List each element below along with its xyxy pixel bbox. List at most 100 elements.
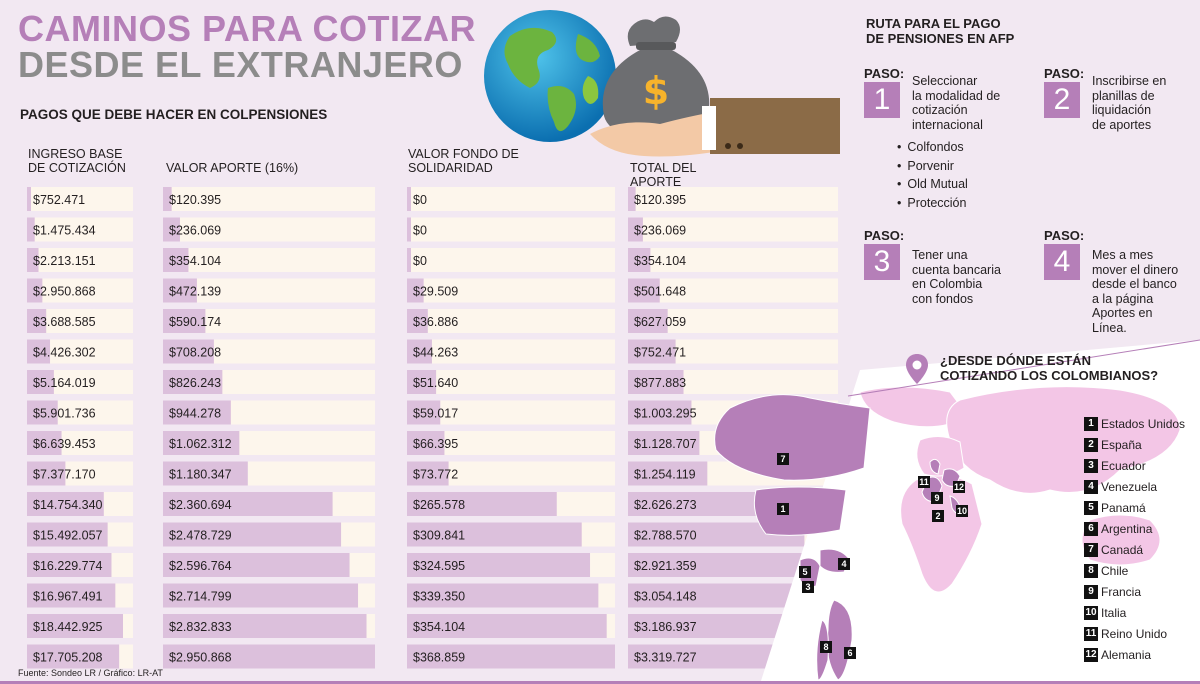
map-marker: 4 — [838, 558, 850, 570]
table-cell-bg — [27, 187, 133, 211]
legend-number: 4 — [1084, 479, 1098, 494]
legend-number: 12 — [1084, 647, 1098, 662]
bar-aporte — [163, 522, 342, 547]
bar-solidaridad — [407, 644, 615, 669]
table-cell-bg — [407, 309, 615, 333]
legend-item: 7 Canadá — [1084, 539, 1185, 560]
legend-number: 3 — [1084, 458, 1098, 473]
bar-total — [628, 339, 676, 364]
bar-ingreso — [27, 461, 66, 486]
bar-ingreso — [27, 522, 108, 547]
table-cell-bg — [27, 278, 133, 303]
table-cell-bg — [163, 278, 375, 303]
map-marker: 1 — [777, 503, 789, 515]
cell-label-total: $877.883 — [634, 376, 686, 390]
money-bag-symbol: $ — [643, 69, 669, 113]
bar-total — [628, 309, 668, 333]
table-cell-bg — [407, 339, 615, 364]
bar-total — [628, 278, 660, 303]
map-marker: 2 — [932, 510, 944, 522]
legend-country: Francia — [1101, 584, 1142, 599]
cell-label-solidaridad: $339.350 — [413, 590, 465, 604]
cell-label-solidaridad: $368.859 — [413, 651, 465, 665]
legend-number: 1 — [1084, 416, 1098, 431]
legend-number: 8 — [1084, 563, 1098, 578]
cell-label-ingreso: $5.164.019 — [33, 376, 96, 390]
bar-solidaridad — [407, 461, 449, 486]
page-title-line1: CAMINOS PARA COTIZAR — [18, 8, 476, 49]
bar-aporte — [163, 431, 240, 455]
cell-label-total: $3.186.937 — [634, 620, 697, 634]
illustration: $ — [484, 10, 840, 157]
bar-ingreso — [27, 278, 43, 303]
contributions-table: $752.471 $120.395 $0 $120.395 $1.475.434 $236… — [27, 187, 838, 669]
cell-label-ingreso: $17.705.208 — [33, 651, 103, 665]
bar-aporte — [163, 187, 172, 211]
table-cell-bg — [407, 187, 615, 211]
step-1-number: 1 — [864, 82, 900, 118]
legend-country: Italia — [1101, 605, 1127, 620]
step-4-label: PASO: — [1044, 228, 1085, 243]
legend-number: 9 — [1084, 584, 1098, 599]
bar-solidaridad — [407, 583, 599, 608]
bar-solidaridad — [407, 217, 411, 242]
money-bag-icon: $ — [602, 16, 710, 138]
table-cell-bg — [407, 248, 615, 272]
column-header-ingreso: INGRESO BASE DE COTIZACIÓN — [28, 147, 126, 175]
bar-total — [628, 248, 651, 272]
legend-country: Chile — [1101, 563, 1129, 578]
cell-label-total: $501.648 — [634, 285, 686, 299]
bar-ingreso — [27, 583, 116, 608]
step-1-label: PASO: — [864, 66, 905, 81]
bar-aporte — [163, 583, 359, 608]
cell-label-aporte: $826.243 — [169, 376, 221, 390]
bar-solidaridad — [407, 522, 582, 547]
bar-solidaridad — [407, 492, 557, 516]
cell-label-solidaridad: $73.772 — [413, 468, 458, 482]
bar-solidaridad — [407, 278, 424, 303]
cell-label-solidaridad: $44.263 — [413, 346, 458, 360]
step-3-number: 3 — [864, 244, 900, 280]
cell-label-aporte: $590.174 — [169, 315, 221, 329]
bar-solidaridad — [407, 400, 441, 425]
cell-label-ingreso: $6.639.453 — [33, 437, 96, 451]
cell-label-solidaridad: $265.578 — [413, 498, 465, 512]
cell-label-ingreso: $5.901.736 — [33, 407, 96, 421]
step-2-text: Inscribirse en planillas de liquidación … — [1092, 74, 1167, 132]
cell-label-total: $3.054.148 — [634, 590, 697, 604]
cell-label-aporte: $1.180.347 — [169, 468, 232, 482]
table-cell-bg — [163, 217, 375, 242]
table-cell-bg — [163, 187, 375, 211]
cell-label-solidaridad: $0 — [413, 254, 427, 268]
bar-solidaridad — [407, 614, 607, 638]
cell-label-solidaridad: $309.841 — [413, 529, 465, 543]
bar-ingreso — [27, 217, 35, 242]
cell-label-aporte: $2.714.799 — [169, 590, 232, 604]
cell-label-aporte: $472.139 — [169, 285, 221, 299]
table-cell-bg — [163, 248, 375, 272]
map-marker: 6 — [844, 647, 856, 659]
afp-item: Colfondos — [897, 138, 968, 157]
legend-country: Estados Unidos — [1101, 416, 1186, 431]
cell-label-total: $2.788.570 — [634, 529, 697, 543]
cell-label-aporte: $708.208 — [169, 346, 221, 360]
legend-item: 12 Alemania — [1084, 644, 1185, 665]
map-marker: 3 — [802, 581, 814, 593]
cell-label-total: $1.003.295 — [634, 407, 697, 421]
legend-country: Reino Unido — [1101, 626, 1168, 641]
map-marker: 12 — [953, 481, 965, 493]
cell-label-total: $2.626.273 — [634, 498, 697, 512]
cell-label-ingreso: $18.442.925 — [33, 620, 103, 634]
map-marker: 5 — [799, 566, 811, 578]
bar-aporte — [163, 400, 231, 425]
table-cell-bg — [628, 248, 838, 272]
bar-solidaridad — [407, 431, 445, 455]
cell-label-aporte: $944.278 — [169, 407, 221, 421]
globe-icon — [484, 10, 616, 142]
bar-total — [628, 431, 700, 455]
column-header-solidaridad: VALOR FONDO DE SOLIDARIDAD — [408, 147, 519, 175]
cell-label-total: $627.059 — [634, 315, 686, 329]
bar-ingreso — [27, 553, 112, 577]
legend-number: 10 — [1084, 605, 1098, 620]
legend-item: 10 Italia — [1084, 602, 1185, 623]
